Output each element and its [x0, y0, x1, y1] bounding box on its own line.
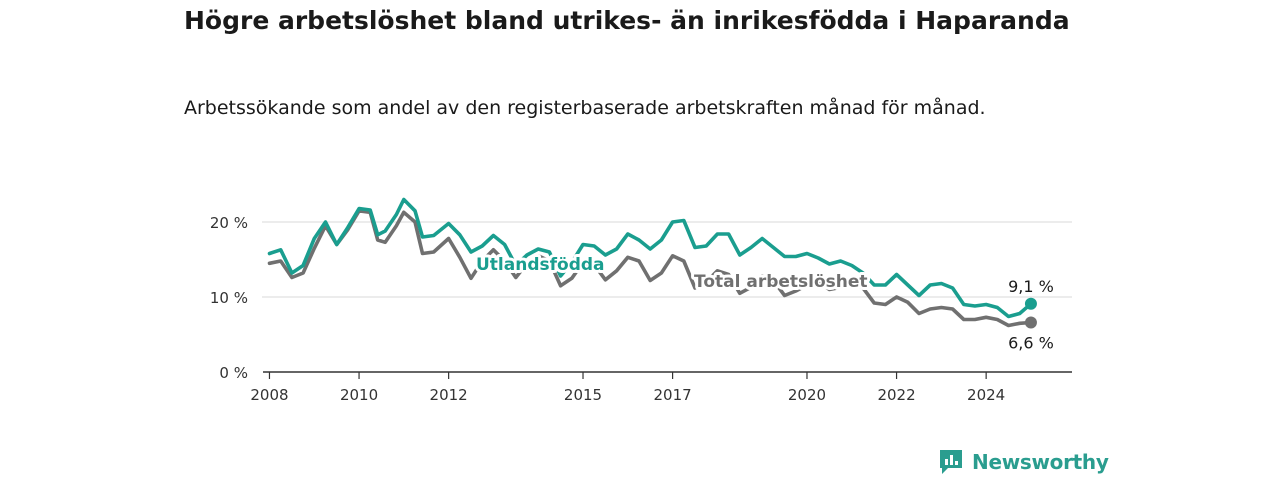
end-point-total-arbetslöshet: [1024, 316, 1037, 329]
x-tick-label: 2022: [877, 386, 915, 404]
end-point-utlandsfödda: [1024, 297, 1037, 310]
end-value-label: 9,1 %: [1008, 277, 1054, 296]
x-tick-label: 2015: [564, 386, 602, 404]
line-utlandsfödda: [267, 197, 1033, 319]
end-value-label: 6,6 %: [1008, 334, 1054, 353]
y-tick-label: 10 %: [210, 289, 248, 307]
line-total-arbetslöshet: [267, 209, 1033, 328]
chart-title: Högre arbetslöshet bland utrikes- än inr…: [184, 6, 1070, 35]
x-axis: 2008 2010 2012 2015 2017 2020 2022 2024: [250, 371, 1072, 404]
series-label: Total arbetslöshet: [694, 272, 868, 292]
x-tick-label: 2024: [967, 386, 1005, 404]
x-tick-label: 2012: [430, 386, 468, 404]
x-tick-label: 2008: [250, 386, 288, 404]
series-labels: Total arbetslöshet Utlandsfödda 6,6 % 9,1 %: [473, 252, 1056, 355]
y-tick-label: 20 %: [210, 214, 248, 232]
x-tick-label: 2020: [788, 386, 826, 404]
newsworthy-logo-icon: [940, 450, 962, 474]
chart-subtitle: Arbetssökande som andel av den registerb…: [184, 97, 986, 119]
x-tick-label: 2010: [340, 386, 378, 404]
newsworthy-logo: Newsworthy: [938, 448, 1109, 476]
x-tick-label: 2017: [654, 386, 692, 404]
y-tick-label: 0 %: [219, 364, 248, 382]
series-label: Utlandsfödda: [476, 255, 605, 275]
series-lines: [267, 197, 1037, 329]
newsworthy-logo-text: Newsworthy: [972, 450, 1109, 474]
y-axis-labels: 0 % 10 % 20 %: [210, 214, 248, 382]
